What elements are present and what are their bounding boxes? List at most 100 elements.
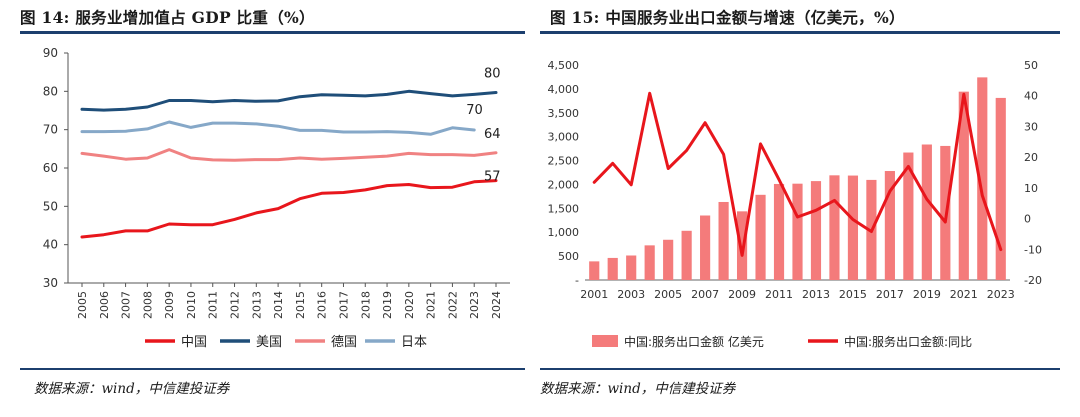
right-bar (977, 77, 988, 280)
right-x-tick-label: 2009 (728, 288, 756, 301)
right-x-tick-label: 2013 (802, 288, 830, 301)
left-x-tick-label: 2015 (294, 291, 307, 319)
right-bar (792, 183, 803, 280)
left-x-tick-label: 2018 (359, 291, 372, 319)
right-bar (884, 171, 895, 280)
left-legend-label: 德国 (331, 335, 357, 350)
right-x-tick-label: 2011 (765, 288, 793, 301)
right-bar (773, 183, 785, 280)
right-x-tick-label: 2007 (691, 288, 719, 301)
right-right-axis-tick-label: 20 (1024, 151, 1038, 164)
right-right-axis-tick-label: 0 (1024, 213, 1031, 226)
left-x-tick-label: 2010 (185, 291, 198, 319)
right-bar (903, 152, 914, 280)
right-left-axis-tick-label: 3,500 (548, 107, 580, 120)
right-source-note: 数据来源：wind，中信建投证券 (540, 381, 736, 397)
right-bar (700, 215, 711, 280)
right-left-axis-tick-label: 4,500 (548, 59, 580, 72)
left-x-tick-label: 2006 (98, 291, 111, 319)
right-right-axis-tick-label: 50 (1024, 59, 1038, 72)
right-right-axis-tick-label: 30 (1024, 120, 1038, 133)
left-value-annotation: 80 (484, 66, 501, 81)
right-bar (681, 230, 692, 280)
left-value-annotation: 57 (484, 170, 501, 185)
right-bar (644, 245, 655, 280)
left-source-note: 数据来源：wind，中信建投证券 (34, 381, 230, 397)
left-x-tick-label: 2013 (250, 291, 263, 319)
right-bar (755, 194, 766, 280)
left-x-tick-label: 2012 (229, 291, 242, 319)
left-x-tick-label: 2011 (207, 291, 220, 319)
right-right-axis-tick-label: -10 (1024, 243, 1042, 256)
left-y-tick-label: 70 (43, 123, 58, 137)
left-x-tick-label: 2022 (446, 291, 459, 319)
right-legend-bar-swatch (592, 335, 618, 347)
left-x-tick-label: 2021 (425, 291, 438, 319)
right-bar (921, 144, 932, 280)
right-bar (736, 211, 748, 280)
left-value-annotation: 70 (466, 103, 483, 118)
right-left-axis-tick-label: 2,000 (548, 178, 580, 191)
left-y-tick-label: 50 (43, 199, 58, 213)
left-x-tick-label: 2017 (337, 291, 350, 319)
left-x-tick-label: 2007 (120, 291, 133, 319)
right-right-axis-tick-label: 10 (1024, 182, 1038, 195)
right-left-axis-tick-label: 3,000 (548, 131, 580, 144)
right-left-axis-tick-label: 500 (558, 250, 579, 263)
right-growth-line (592, 91, 1003, 257)
left-series-line-usa (80, 89, 498, 112)
left-x-tick-label: 2020 (403, 291, 416, 319)
right-x-tick-label: 2003 (617, 288, 645, 301)
left-y-tick-label: 90 (43, 46, 58, 60)
left-x-tick-label: 2009 (163, 291, 176, 319)
right-source-rule (540, 368, 1060, 370)
left-x-tick-label: 2023 (468, 291, 481, 319)
right-title-rule (540, 31, 1060, 34)
right-x-tick-label: 2023 (987, 288, 1015, 301)
right-left-axis-tick-label: - (575, 274, 579, 287)
left-x-tick-label: 2024 (490, 291, 503, 319)
right-bar (626, 255, 637, 280)
right-left-axis-tick-label: 1,500 (548, 202, 580, 215)
right-left-axis-tick-label: 2,500 (548, 155, 580, 168)
right-bar (958, 91, 969, 280)
left-figure-title: 图 14: 服务业增加值占 GDP 比重（%） (20, 8, 315, 27)
left-y-tick-label: 60 (43, 161, 58, 175)
right-bar (663, 239, 674, 280)
right-right-axis-tick-label: -20 (1024, 274, 1042, 287)
right-x-tick-label: 2015 (839, 288, 867, 301)
right-figure-title: 图 15: 中国服务业出口金额与增速（亿美元，%） (550, 8, 905, 27)
right-bar (847, 175, 859, 280)
right-bar (589, 261, 600, 280)
left-y-tick-label: 80 (43, 84, 58, 98)
right-left-axis-tick-label: 1,000 (548, 226, 580, 239)
left-x-tick-label: 2016 (316, 291, 329, 319)
left-x-tick-label: 2019 (381, 291, 394, 319)
left-source-rule (20, 368, 525, 370)
left-series-line-japan (80, 120, 476, 136)
left-title-rule (20, 31, 525, 34)
left-value-annotation: 64 (484, 127, 501, 142)
right-bar (718, 201, 729, 280)
left-legend-label: 日本 (401, 335, 427, 350)
left-y-tick-label: 30 (43, 276, 58, 290)
right-right-axis-tick-label: 40 (1024, 90, 1038, 103)
right-combo-chart: -5001,0001,5002,0002,5003,0003,5004,0004… (548, 59, 1042, 349)
right-left-axis-tick-label: 4,000 (548, 83, 580, 96)
right-x-tick-label: 2001 (580, 288, 608, 301)
left-x-tick-label: 2014 (272, 291, 285, 319)
right-bar (995, 97, 1006, 280)
left-legend-label: 中国 (181, 335, 207, 350)
left-line-chart: 30 40 50 60 70 80 90 2005 2006 2007 2008 2009 2010 20… (43, 46, 510, 350)
right-bar (607, 257, 618, 280)
left-y-tick-label: 40 (43, 238, 58, 252)
left-x-tick-label: 2008 (141, 291, 154, 319)
right-legend-bar-label: 中国:服务出口金额 亿美元 (624, 334, 764, 349)
left-series-line-germany (80, 148, 498, 162)
right-x-tick-label: 2019 (913, 288, 941, 301)
left-legend-label: 美国 (256, 335, 282, 350)
right-x-tick-label: 2005 (654, 288, 682, 301)
left-x-tick-label: 2005 (76, 291, 89, 319)
right-bar (829, 175, 840, 280)
right-x-tick-label: 2017 (876, 288, 904, 301)
